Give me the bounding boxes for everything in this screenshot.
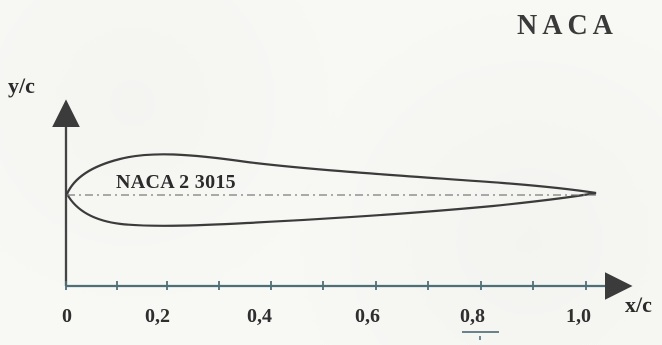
y-axis-label: y/c xyxy=(8,73,35,98)
x-axis-label: x/c xyxy=(625,292,652,317)
airfoil-outline xyxy=(65,153,597,227)
page-title: NACA xyxy=(517,10,618,41)
x-tick-label-4: 0,8 xyxy=(460,305,485,327)
tick-small-mark xyxy=(479,336,481,340)
tick-underline-mark xyxy=(462,331,499,333)
x-tick-label-5: 1,0 xyxy=(566,305,591,327)
x-axis-ticks xyxy=(65,281,587,290)
airfoil-label: NACA 2 3015 xyxy=(116,171,236,193)
x-tick-label-0: 0 xyxy=(62,305,72,327)
x-tick-label-1: 0,2 xyxy=(145,305,170,327)
x-tick-label-3: 0,6 xyxy=(355,305,380,327)
x-tick-label-2: 0,4 xyxy=(247,305,272,327)
